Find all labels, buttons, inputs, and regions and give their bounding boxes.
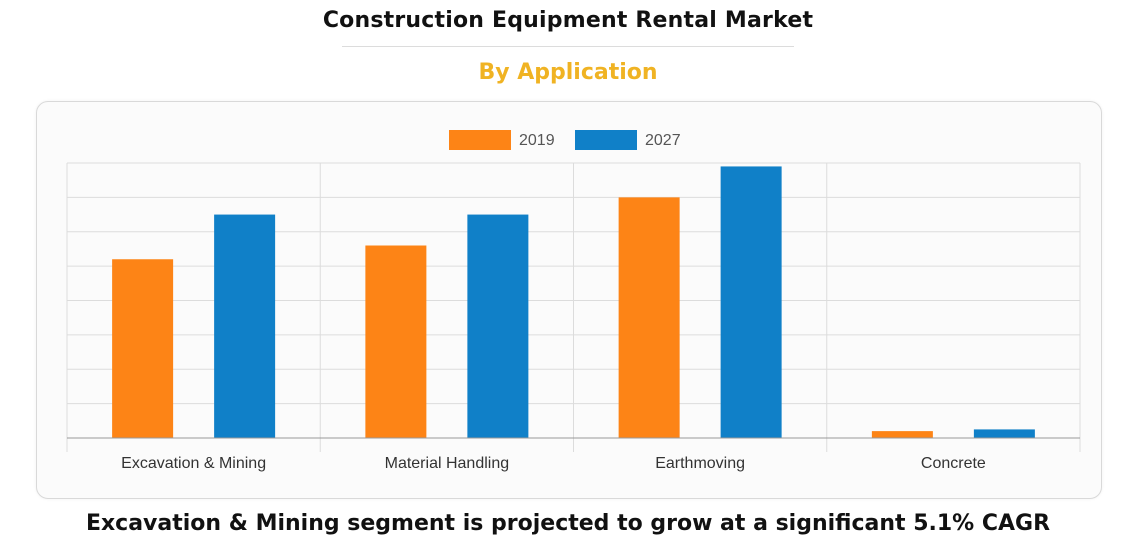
bar-2019-1[interactable]: [365, 245, 427, 439]
x-tick-label: Excavation & Mining: [121, 455, 266, 472]
x-axis: Excavation & Mining Material Handling Eart…: [67, 437, 1080, 472]
bar-2027-2[interactable]: [720, 166, 782, 438]
legend-label-2019[interactable]: 2019: [519, 132, 555, 149]
chart-title: Construction Equipment Rental Market: [322, 8, 814, 33]
bar-chart: Excavation & Mining Material Handling Eart…: [66, 130, 1081, 472]
chart-subtitle: By Application: [478, 60, 658, 85]
x-tick-label: Concrete: [921, 455, 986, 472]
bars: [112, 166, 1035, 438]
legend-swatch-2019[interactable]: [449, 130, 511, 150]
title-divider: [342, 46, 794, 47]
legend: 2019 2027: [449, 130, 681, 150]
bar-2019-2[interactable]: [618, 197, 680, 438]
bar-2019-0[interactable]: [112, 259, 174, 438]
x-tick-label: Earthmoving: [655, 455, 745, 472]
x-tick-label: Material Handling: [385, 455, 510, 472]
bar-2027-0[interactable]: [214, 214, 276, 438]
bar-2019-3[interactable]: [871, 431, 933, 438]
bar-2027-3[interactable]: [973, 429, 1035, 438]
footer-note: Excavation & Mining segment is projected…: [85, 511, 1051, 536]
bar-2027-1[interactable]: [467, 214, 529, 438]
legend-swatch-2027[interactable]: [575, 130, 637, 150]
legend-label-2027[interactable]: 2027: [645, 132, 681, 149]
